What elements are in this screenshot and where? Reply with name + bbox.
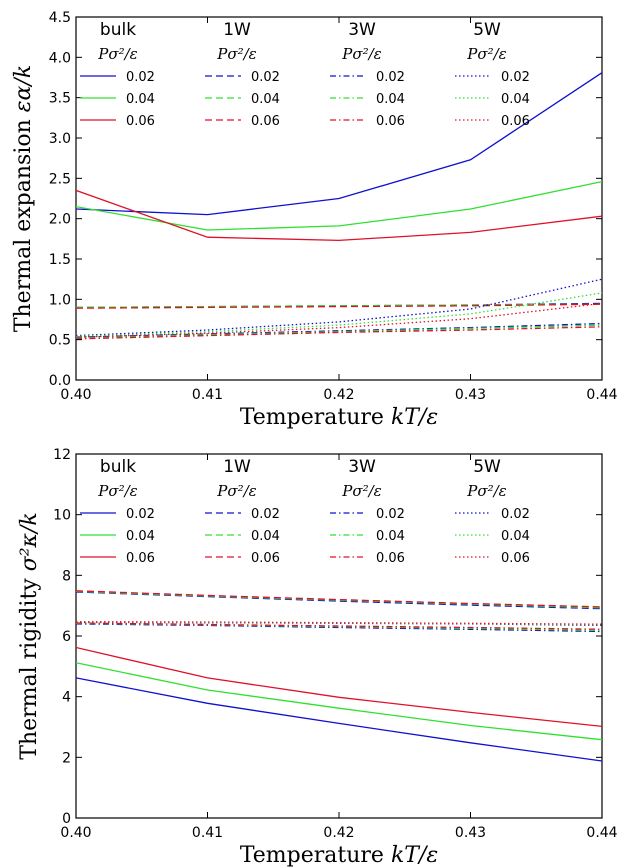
series-line-5w-006 bbox=[76, 302, 602, 338]
legend-value: 0.04 bbox=[501, 529, 530, 544]
y-axis-title: Thermal expansion εα/k bbox=[11, 65, 36, 332]
y-tick-label: 4.5 bbox=[49, 10, 71, 26]
legend-group-subtitle: Pσ²/ε bbox=[341, 45, 381, 63]
x-tick-label: 0.40 bbox=[60, 387, 91, 403]
y-tick-label: 8 bbox=[62, 568, 71, 584]
series-line-3w-004 bbox=[76, 324, 602, 339]
legend-group-subtitle: Pσ²/ε bbox=[341, 482, 381, 500]
legend-value: 0.02 bbox=[251, 70, 280, 85]
series-line-5w-002 bbox=[76, 621, 602, 627]
legend-value: 0.04 bbox=[251, 92, 280, 107]
x-tick-label: 0.41 bbox=[192, 825, 223, 841]
series-lines bbox=[76, 590, 602, 762]
legend-value: 0.04 bbox=[376, 529, 405, 544]
series-line-5w-004 bbox=[76, 621, 602, 626]
legend-value: 0.06 bbox=[126, 114, 155, 129]
series-line-5w-006 bbox=[76, 621, 602, 625]
y-tick-label: 2 bbox=[62, 750, 71, 766]
y-tick-label: 1.0 bbox=[49, 292, 71, 308]
x-tick-label: 0.42 bbox=[323, 825, 354, 841]
y-tick-label: 2.5 bbox=[49, 171, 71, 187]
y-tick-label: 0.5 bbox=[49, 333, 71, 349]
series-line-bulk-002 bbox=[76, 677, 602, 762]
legend-group-subtitle: Pσ²/ε bbox=[97, 45, 137, 63]
x-tick-label: 0.44 bbox=[586, 387, 617, 403]
legend: bulk Pσ²/ε 0.02 0.04 0.06 1W Pσ²/ε 0.02 0.04 0.06… bbox=[80, 457, 530, 566]
series-line-5w-002 bbox=[76, 278, 602, 337]
legend-group-title: 1W bbox=[223, 20, 251, 40]
legend-value: 0.02 bbox=[126, 507, 155, 522]
y-tick-label: 3.5 bbox=[49, 91, 71, 107]
legend-value: 0.02 bbox=[251, 507, 280, 522]
y-axis-title: Thermal rigidity σ²κ/k bbox=[17, 512, 42, 759]
legend-value: 0.02 bbox=[501, 70, 530, 85]
legend-group-subtitle: Pσ²/ε bbox=[97, 482, 137, 500]
x-tick-label: 0.40 bbox=[60, 825, 91, 841]
x-axis-title: Temperature kT/ε bbox=[240, 843, 438, 868]
series-line-5w-004 bbox=[76, 292, 602, 338]
y-tick-label: 3.0 bbox=[49, 131, 71, 147]
legend-group-subtitle: Pσ²/ε bbox=[216, 45, 256, 63]
series-lines bbox=[76, 72, 602, 340]
legend-group-subtitle: Pσ²/ε bbox=[466, 482, 506, 500]
series-line-3w-006 bbox=[76, 326, 602, 340]
y-tick-label: 12 bbox=[53, 447, 71, 463]
series-line-bulk-006 bbox=[76, 646, 602, 728]
legend-group-subtitle: Pσ²/ε bbox=[216, 482, 256, 500]
y-tick-label: 2.0 bbox=[49, 212, 71, 228]
legend-value: 0.06 bbox=[376, 551, 405, 566]
y-tick-label: 6 bbox=[62, 629, 71, 645]
legend-value: 0.02 bbox=[126, 70, 155, 85]
x-tick-label: 0.41 bbox=[192, 387, 223, 403]
series-line-1w-006 bbox=[76, 303, 602, 309]
series-line-3w-002 bbox=[76, 322, 602, 338]
legend-value: 0.06 bbox=[251, 551, 280, 566]
legend-group-title: 5W bbox=[473, 457, 501, 477]
series-line-bulk-004 bbox=[76, 662, 602, 741]
series-line-1w-006 bbox=[76, 590, 602, 608]
series-line-bulk-004 bbox=[76, 180, 602, 231]
series-line-bulk-002 bbox=[76, 72, 602, 216]
legend-group-title: 3W bbox=[348, 20, 376, 40]
legend-value: 0.04 bbox=[501, 92, 530, 107]
series-line-3w-006 bbox=[76, 622, 602, 630]
x-tick-label: 0.43 bbox=[455, 825, 486, 841]
x-tick-label: 0.44 bbox=[586, 825, 617, 841]
legend-value: 0.06 bbox=[501, 114, 530, 129]
y-tick-label: 0.0 bbox=[49, 373, 71, 389]
y-tick-label: 1.5 bbox=[49, 252, 71, 268]
legend-group-title: 3W bbox=[348, 457, 376, 477]
legend-value: 0.06 bbox=[251, 114, 280, 129]
legend-group-subtitle: Pσ²/ε bbox=[466, 45, 506, 63]
legend-group-title: bulk bbox=[100, 20, 136, 40]
x-tick-label: 0.42 bbox=[323, 387, 354, 403]
y-tick-label: 0 bbox=[62, 811, 71, 827]
series-line-bulk-006 bbox=[76, 189, 602, 242]
legend-value: 0.04 bbox=[126, 529, 155, 544]
legend-value: 0.04 bbox=[251, 529, 280, 544]
legend-value: 0.02 bbox=[501, 507, 530, 522]
x-tick-label: 0.43 bbox=[455, 387, 486, 403]
legend-value: 0.06 bbox=[501, 551, 530, 566]
legend-group-title: bulk bbox=[100, 457, 136, 477]
y-tick-label: 4 bbox=[62, 690, 71, 706]
legend-value: 0.06 bbox=[126, 551, 155, 566]
legend-group-title: 1W bbox=[223, 457, 251, 477]
legend-group-title: 5W bbox=[473, 20, 501, 40]
series-line-3w-004 bbox=[76, 622, 602, 632]
legend-value: 0.04 bbox=[376, 92, 405, 107]
thermal-rigidity-panel: 0.40 0.41 0.42 0.43 0.44 0 2 4 6 8 10 12 Temperature… bbox=[17, 447, 618, 868]
legend-value: 0.06 bbox=[376, 114, 405, 129]
legend-value: 0.02 bbox=[376, 70, 405, 85]
y-tick-label: 10 bbox=[53, 508, 71, 524]
legend: bulk Pσ²/ε 0.02 0.04 0.06 1W Pσ²/ε 0.02 0.04 0.06… bbox=[80, 20, 530, 129]
x-axis-title: Temperature kT/ε bbox=[240, 405, 438, 430]
y-tick-label: 4.0 bbox=[49, 50, 71, 66]
legend-value: 0.04 bbox=[126, 92, 155, 107]
legend-value: 0.02 bbox=[376, 507, 405, 522]
thermal-expansion-panel: 0.40 0.41 0.42 0.43 0.44 0.0 0.5 1.0 1.5 2.0 2.5 3.… bbox=[11, 10, 618, 430]
